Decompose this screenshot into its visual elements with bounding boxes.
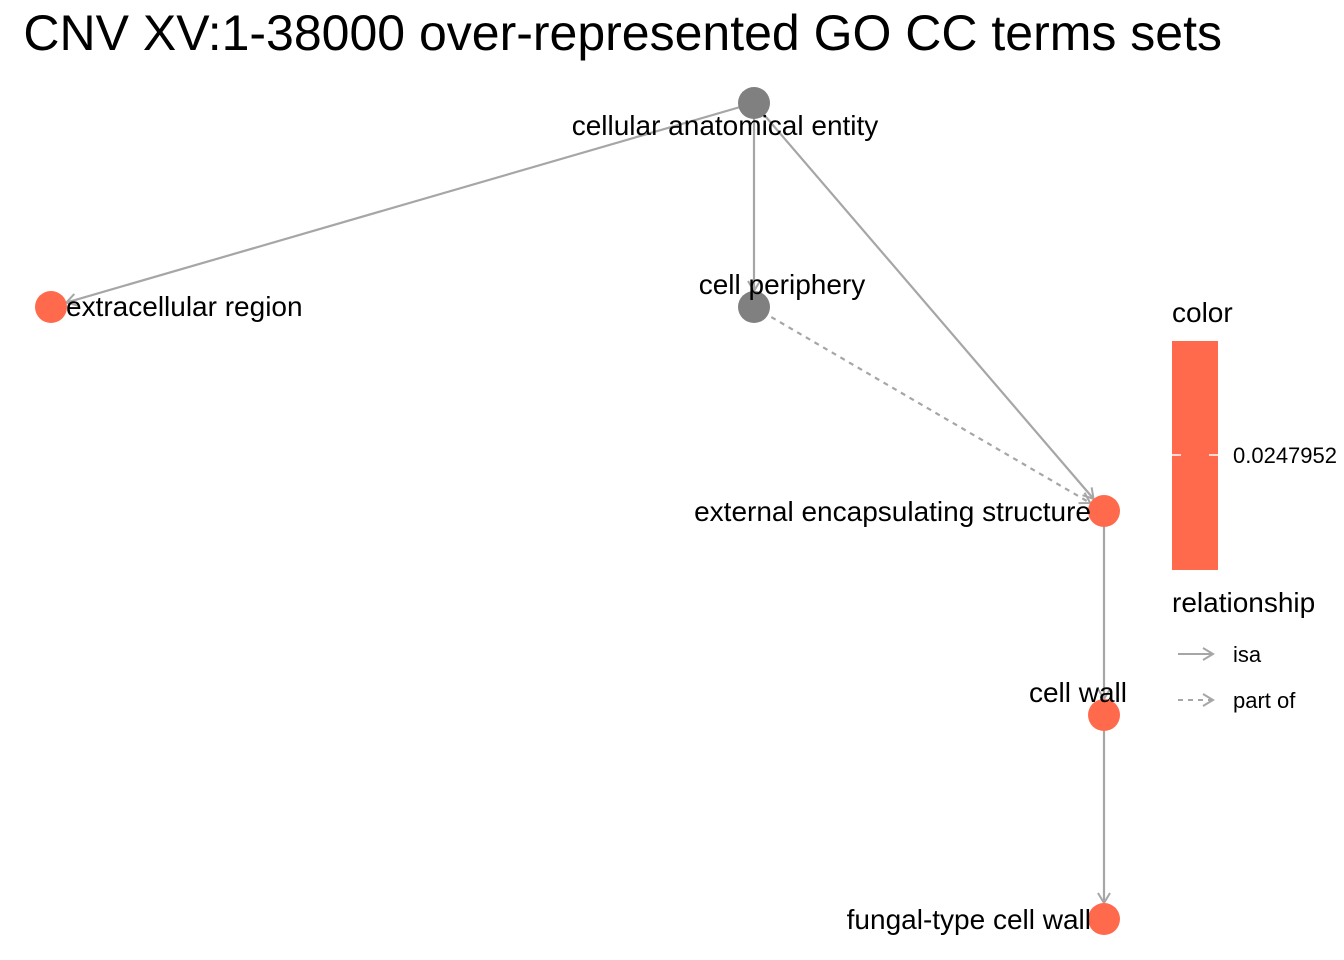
- legend-partof-label: part of: [1233, 688, 1296, 713]
- node-n2: [35, 291, 67, 323]
- node-n6: [1088, 903, 1120, 935]
- legend-color-value: 0.0247952: [1233, 443, 1337, 468]
- edges-layer: [64, 101, 1111, 905]
- edge-n1-n2: [64, 101, 755, 307]
- node-n5: [1088, 699, 1120, 731]
- node-n3: [738, 291, 770, 323]
- node-label-n2: extracellular region: [66, 291, 303, 322]
- legend: color 0.0247952 relationship isa part of: [1172, 297, 1337, 713]
- node-n1: [738, 87, 770, 119]
- labels-layer: cellular anatomical entity extracellular …: [66, 110, 1127, 935]
- edge-n3-n4: [753, 306, 1092, 505]
- node-label-n4: external encapsulating structure: [694, 496, 1091, 527]
- node-label-n1: cellular anatomical entity: [572, 110, 879, 141]
- nodes-layer: [35, 87, 1120, 935]
- node-n4: [1088, 495, 1120, 527]
- edge-n1-n4: [753, 102, 1095, 501]
- diagram-title-text: CNV XV:1-38000 over-represented GO CC te…: [23, 5, 1222, 61]
- legend-relationship-title: relationship: [1172, 587, 1315, 618]
- node-label-n3: cell periphery: [699, 269, 866, 300]
- diagram-title: CNV XV:1-38000 over-represented GO CC te…: [0, 0, 1344, 70]
- legend-isa-label: isa: [1233, 642, 1262, 667]
- node-label-n5: cell wall: [1029, 677, 1127, 708]
- node-label-n6: fungal-type cell wall: [847, 904, 1091, 935]
- legend-color-title: color: [1172, 297, 1233, 328]
